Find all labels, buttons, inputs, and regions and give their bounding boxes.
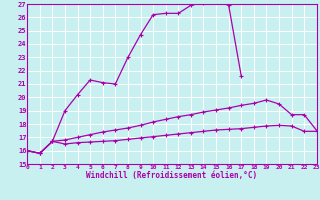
X-axis label: Windchill (Refroidissement éolien,°C): Windchill (Refroidissement éolien,°C) [86, 171, 258, 180]
